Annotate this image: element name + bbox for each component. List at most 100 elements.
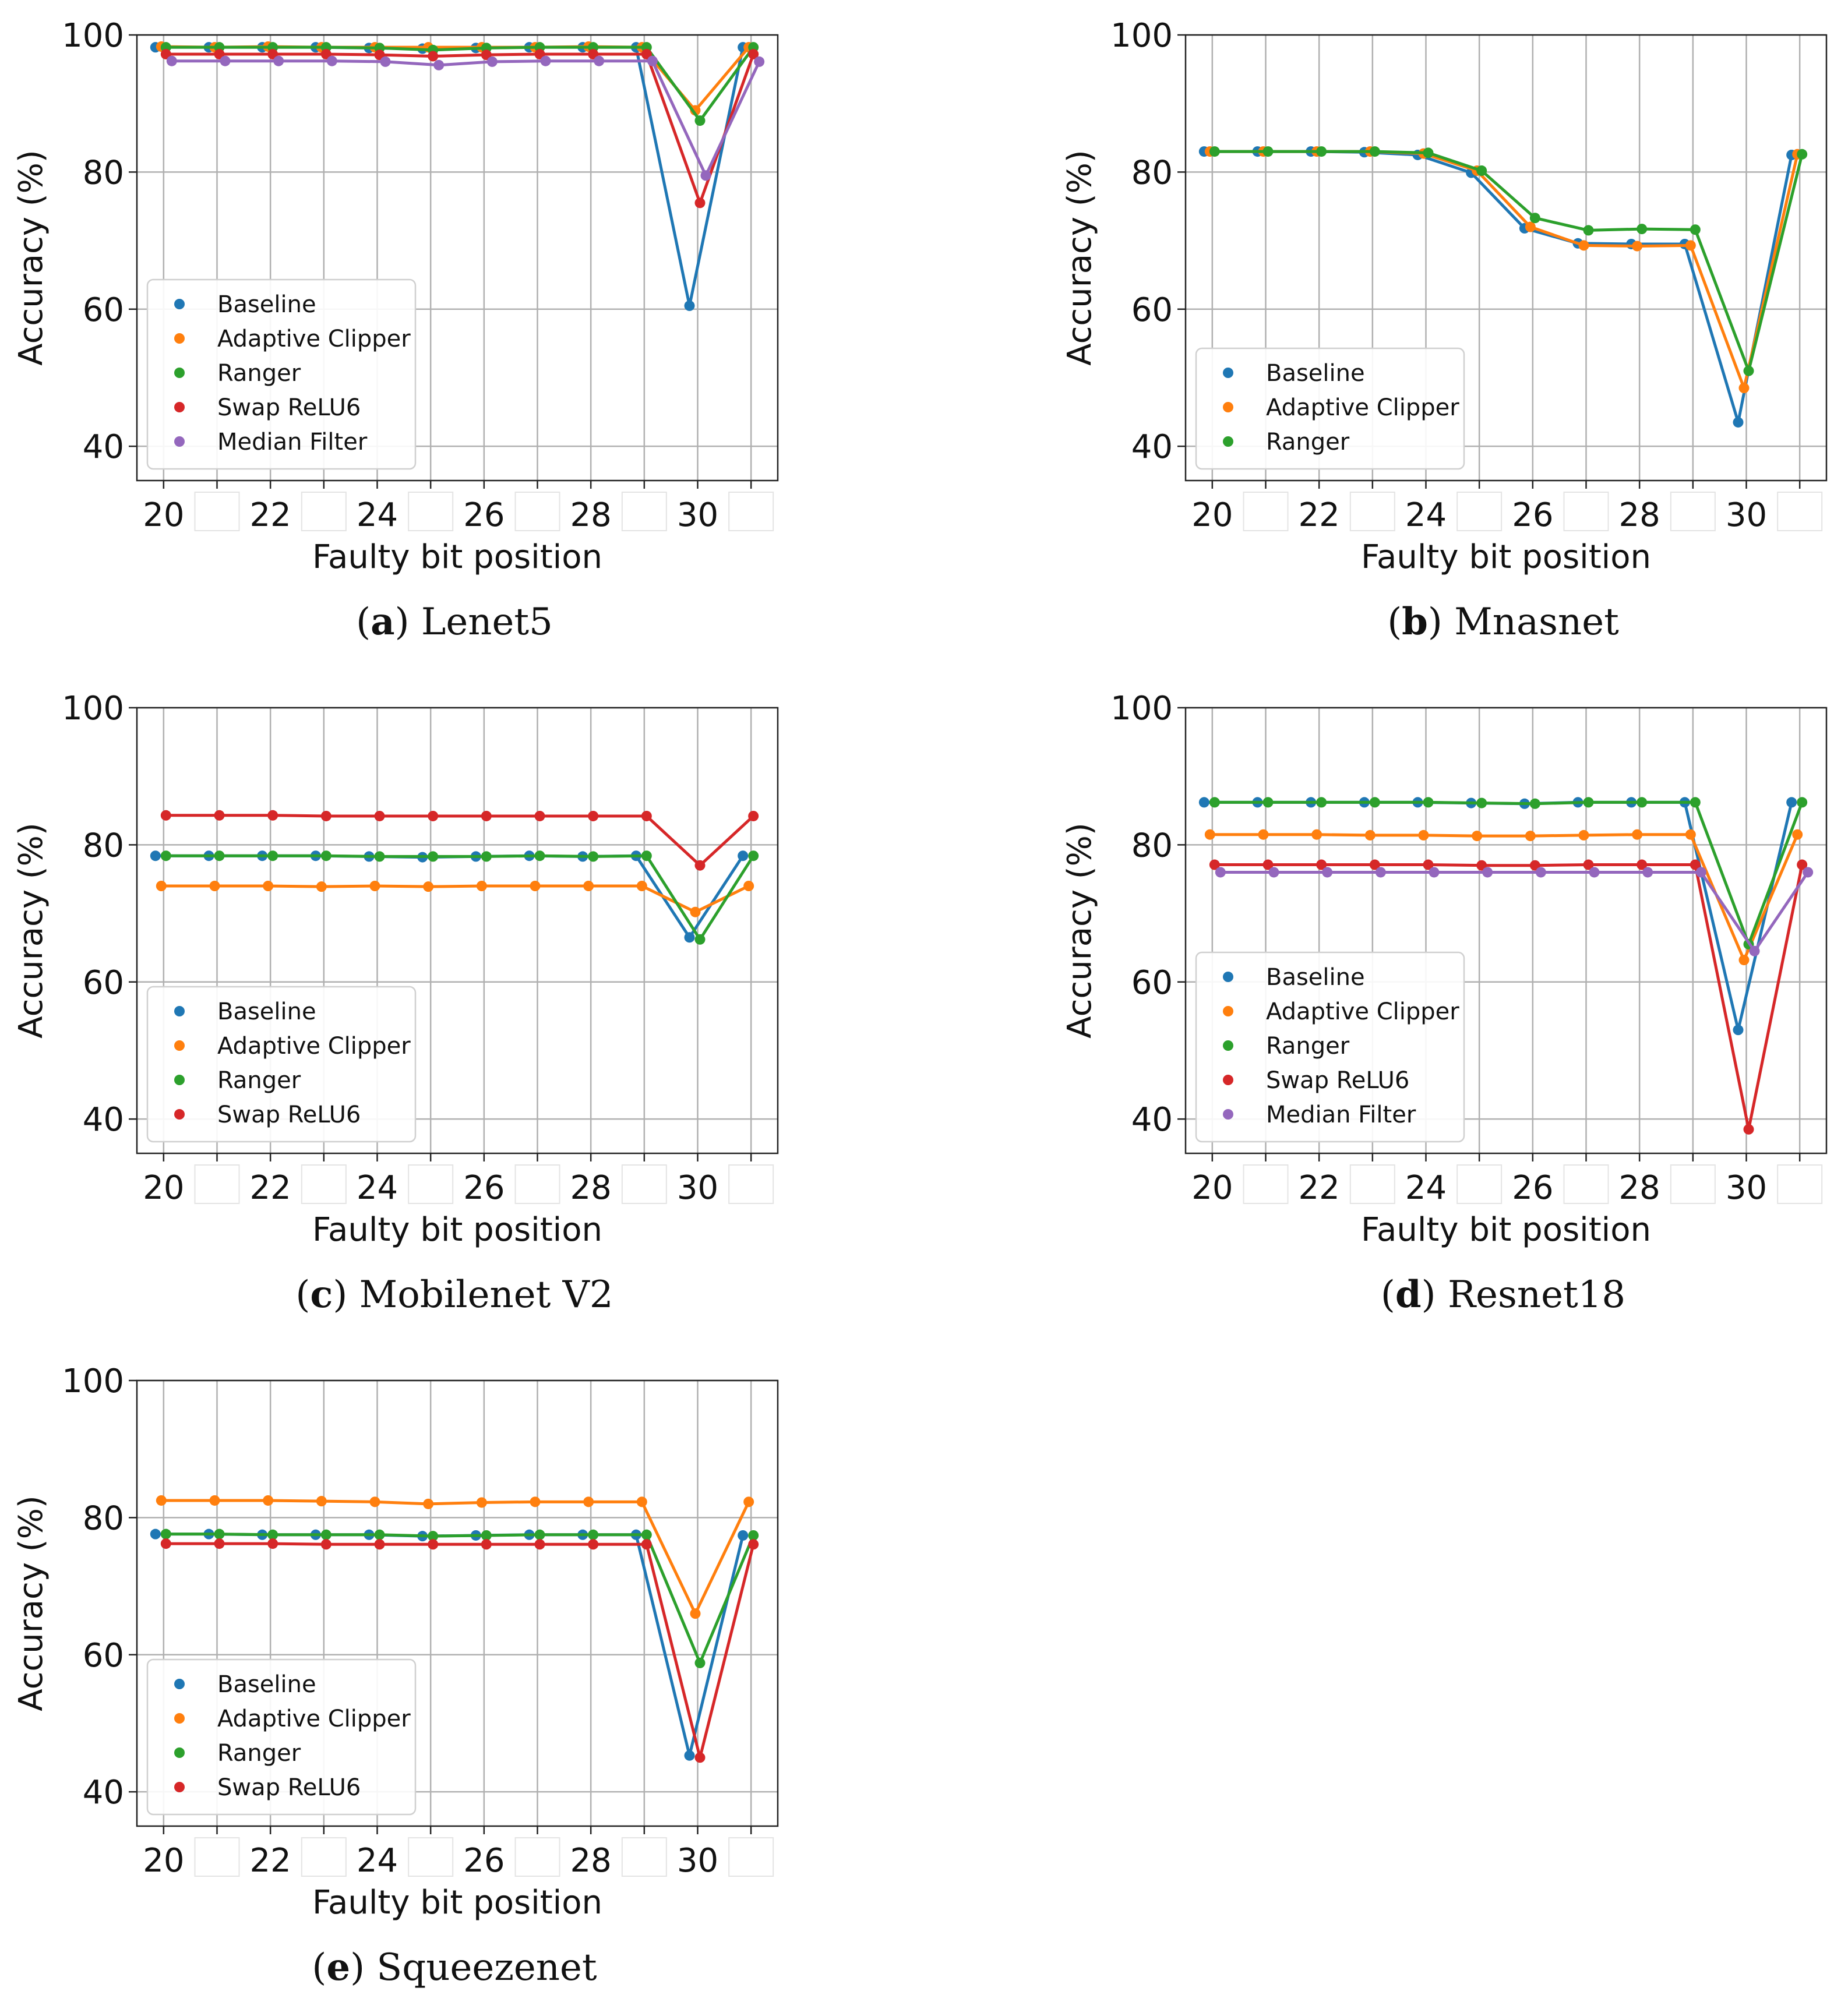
caption-text: Squeezenet: [376, 1946, 597, 1989]
data-point: [320, 1529, 331, 1540]
legend-label: Adaptive Clipper: [217, 1033, 411, 1060]
data-point: [1369, 797, 1380, 808]
data-point: [1632, 829, 1643, 840]
legend-marker: [174, 1679, 185, 1689]
data-point: [166, 55, 177, 66]
series-line-ranger: [165, 1533, 755, 1665]
x-tick-label-blank: [1670, 1164, 1716, 1204]
caption-text: Mnasnet: [1454, 601, 1619, 644]
data-point: [534, 1539, 545, 1550]
y-tick-label: 80: [1131, 827, 1173, 864]
data-point: [1749, 945, 1760, 956]
y-tick-label: 80: [83, 1499, 124, 1537]
data-point: [1637, 224, 1648, 235]
legend-marker: [174, 1040, 185, 1051]
x-tick-label-blank: [728, 492, 774, 531]
data-point: [1743, 1124, 1754, 1135]
data-point: [583, 881, 594, 891]
data-point: [481, 50, 492, 61]
data-point: [1589, 867, 1600, 878]
data-point: [160, 1538, 171, 1549]
x-tick-label-blank: [1456, 1164, 1503, 1204]
data-point: [690, 906, 701, 917]
data-point: [1583, 225, 1594, 236]
x-tick-label-blank: [408, 1164, 454, 1204]
data-point: [641, 1529, 652, 1540]
data-point: [160, 1528, 171, 1540]
series-line-ranger: [1214, 800, 1804, 946]
data-point: [1797, 797, 1808, 808]
legend-label: Baseline: [217, 291, 316, 318]
data-point: [1369, 859, 1380, 870]
legend: [146, 986, 417, 1143]
x-axis-label: Faulty bit position: [1361, 538, 1651, 576]
y-tick-label: 40: [1131, 1101, 1173, 1139]
x-tick-label: 24: [357, 496, 398, 534]
chart-c: 40 60 80 100 20 22 24 26 28 30 Faulty bit position…: [12, 690, 779, 1249]
data-point: [267, 850, 278, 862]
data-point: [1268, 867, 1279, 878]
x-tick-label: 24: [357, 1842, 398, 1880]
legend-label: Swap ReLU6: [217, 394, 361, 421]
data-point: [588, 1529, 599, 1540]
data-point: [641, 48, 652, 59]
data-point: [1803, 867, 1814, 878]
legend-label: Adaptive Clipper: [1266, 998, 1459, 1025]
data-point: [423, 1498, 434, 1509]
data-point: [748, 1539, 759, 1550]
legend-marker: [174, 1782, 185, 1792]
data-point: [1262, 859, 1274, 870]
data-point: [1472, 831, 1483, 842]
data-point: [636, 881, 647, 891]
caption-letter: d: [1395, 1273, 1422, 1316]
data-point: [273, 55, 284, 66]
caption-letter: c: [310, 1273, 333, 1316]
data-point: [369, 881, 380, 891]
data-point: [748, 810, 759, 821]
data-point: [1578, 240, 1589, 251]
x-tick-label: 22: [250, 1169, 291, 1207]
x-tick-label-blank: [1670, 492, 1716, 531]
x-tick-label-blank: [728, 1164, 774, 1204]
plot-frame: [1184, 34, 1828, 482]
legend-label: Ranger: [217, 1067, 301, 1094]
series-line-adaptive-clipper: [161, 1499, 750, 1615]
x-tick-label: 20: [1191, 496, 1233, 534]
series-line-median-filter: [171, 59, 761, 177]
x-tick-label: 20: [143, 1169, 184, 1207]
legend: [1195, 347, 1465, 470]
legend-label: Adaptive Clipper: [217, 326, 411, 352]
data-point: [1215, 867, 1226, 878]
data-point: [690, 1608, 701, 1619]
data-point: [428, 51, 439, 62]
y-tick-label: 40: [83, 428, 124, 466]
legend-marker: [174, 1747, 185, 1758]
caption-letter: b: [1402, 600, 1428, 644]
data-point: [694, 1657, 706, 1668]
data-point: [754, 56, 765, 67]
data-point: [1642, 867, 1653, 878]
data-point: [369, 1496, 380, 1507]
legend-label: Ranger: [1266, 429, 1350, 456]
data-point: [1364, 829, 1376, 841]
x-tick-label-blank: [301, 492, 347, 531]
data-point: [374, 1529, 385, 1540]
x-tick-label: 28: [570, 496, 612, 534]
data-point: [1690, 797, 1701, 808]
data-point: [1529, 798, 1540, 809]
caption-text: Resnet18: [1447, 1273, 1626, 1316]
data-point: [588, 48, 599, 59]
data-point: [1262, 146, 1274, 157]
data-point: [1525, 221, 1536, 232]
x-tick-label: 20: [143, 496, 184, 534]
series-line-swap-relu6: [165, 814, 754, 867]
x-tick-label: 26: [1512, 496, 1553, 534]
y-tick-label: 60: [83, 1637, 124, 1675]
data-point: [1311, 829, 1322, 840]
data-point: [374, 851, 385, 862]
x-tick-label-blank: [514, 1837, 560, 1877]
x-tick-label-blank: [621, 1164, 667, 1204]
data-point: [1738, 383, 1750, 394]
y-tick-label: 60: [83, 964, 124, 1002]
data-point: [160, 48, 171, 59]
